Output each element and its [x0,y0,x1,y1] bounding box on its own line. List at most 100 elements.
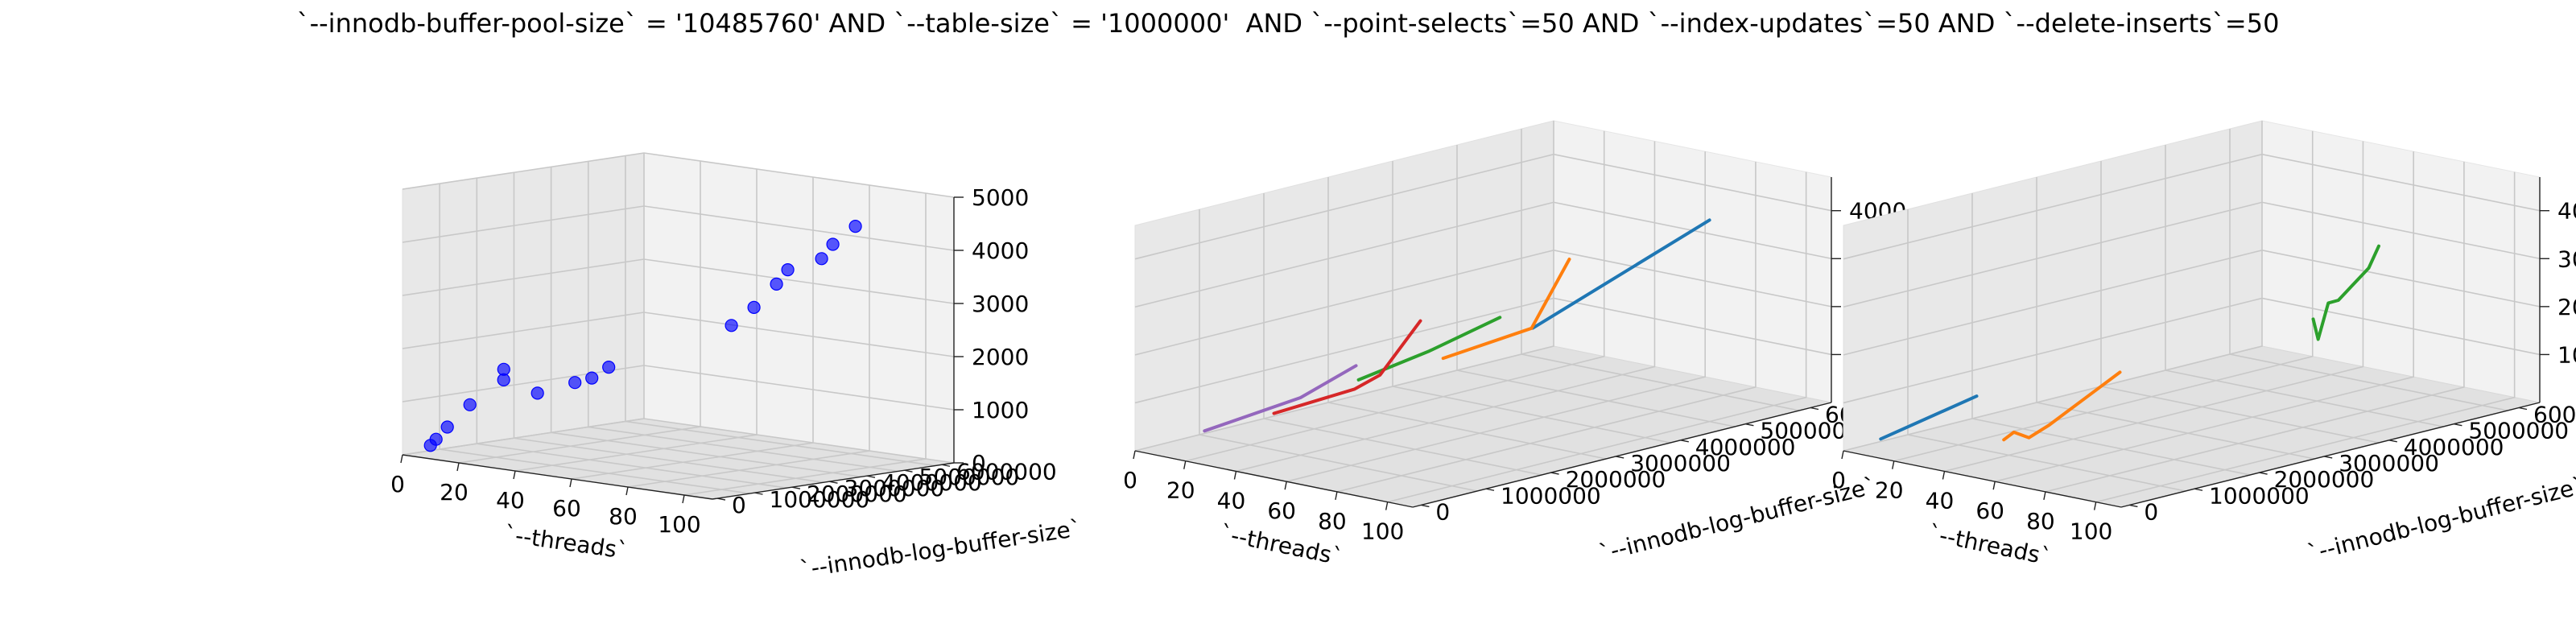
scatter-point [724,319,738,332]
y-tick [2454,423,2462,427]
y-tick [791,486,801,489]
x-tick [456,462,460,472]
y-tick [1810,407,1819,411]
y-tick [1421,504,1430,508]
x-gridline [1387,171,1807,503]
y-axis-label: `--innodb-log-buffer-size` [798,514,1083,583]
x-tick [1133,450,1136,460]
y-gridline [2165,145,2444,427]
z-gridline [1843,201,2541,308]
y-tick [2194,488,2203,491]
x-tick [1992,481,1996,490]
x-tick-label: 100 [1361,518,1404,545]
y-tick-label: 6000000 [2533,402,2576,428]
y-tick-label: 1000000 [1501,482,1601,509]
y-tick-label: 4000000 [881,469,982,496]
x-tick [1892,460,1895,469]
scatter-point [497,362,510,376]
x-tick-label: 40 [496,487,525,514]
series-line [1203,364,1358,433]
y-gridline [1327,177,1607,460]
scatter-point [440,420,454,434]
y-gridline [1392,161,1671,444]
z-gridline [1843,250,2541,356]
y-tick [2129,504,2138,508]
x-tick [1233,471,1237,480]
x-tick [2043,491,2046,501]
z-gridline [1134,201,1832,308]
scatter-point [568,376,582,390]
z-gridline [1134,250,1832,356]
x-tick [682,494,685,504]
series-line [1879,394,1979,441]
y-gridline [1199,209,1478,492]
y-gridline [1907,209,2186,492]
y-gridline [2229,129,2508,411]
x-tick-label: 60 [1267,497,1296,524]
y-tick-label: 5000000 [919,464,1020,490]
z-tick-label: 4000 [972,237,1029,264]
x-axis-line [1134,450,1414,508]
y-tick-label: 3000000 [844,475,945,502]
z-gridline [402,152,955,198]
y-tick-label: 0 [2144,498,2158,525]
y-tick [716,497,726,501]
series-line [2311,244,2380,341]
z-tick-label: 1000 [972,397,1029,423]
x-gridline [1236,141,1656,473]
z-gridline [402,205,955,251]
scatter-point [848,220,862,233]
scatter-point [747,300,761,314]
x-tick [1942,471,1946,480]
scatter-point [602,361,616,374]
x-gridline [1336,161,1757,493]
x-tick-label: 20 [440,479,469,506]
x-gridline [1286,151,1706,482]
scatter-point [463,398,477,411]
x-axis-line [1843,450,2122,508]
x-tick [1284,481,1287,490]
y-tick [2259,472,2268,475]
z-gridline [402,365,955,411]
series-line [1272,319,1422,415]
x-tick-label: 0 [1123,467,1137,493]
y-axis-line [712,462,955,500]
scatter-point [815,252,828,266]
x-tick-label: 60 [1975,497,2004,524]
z-gridline [1843,297,2541,404]
y-tick [1745,423,1754,427]
x-gridline [1185,130,1605,462]
x-tick [513,470,516,480]
z-gridline [1134,297,1832,404]
series-line [1441,258,1571,361]
scatter-point [429,432,443,446]
x-tick [625,486,629,496]
x-tick-label: 80 [2026,508,2055,535]
x-tick-label: 0 [390,471,405,497]
y-tick-label: 0 [1435,498,1450,525]
x-tick [1183,460,1187,469]
x-tick-label: 40 [1217,487,1246,514]
x-tick-label: 20 [1875,477,1904,504]
y-tick-label: 4000000 [1695,434,1796,460]
z-tick-label: 3000 [2557,246,2576,272]
y-tick [1550,472,1559,475]
y-tick [829,481,838,484]
y-tick-label: 3000000 [1630,450,1731,477]
x-tick-label: 20 [1166,477,1195,504]
y-gridline [1521,129,1800,411]
y-gridline [1971,193,2251,476]
panel-2: 0 20 40 60 80 100 0 100000020000003000000400000… [1123,120,1926,571]
y-tick [1680,440,1689,443]
chart-title: `--innodb-buffer-pool-size` = '10485760'… [296,8,2280,39]
y-gridline [1456,145,1736,427]
y-tick-label: 6000000 [956,458,1057,485]
y-tick [1616,456,1624,459]
y-gridline [1263,193,1542,476]
x-gridline [1994,151,2414,482]
x-axis-line [402,454,713,500]
x-tick [1385,502,1389,510]
scatter-point [826,237,840,251]
x-gridline [2045,161,2465,493]
y-tick [941,464,951,467]
